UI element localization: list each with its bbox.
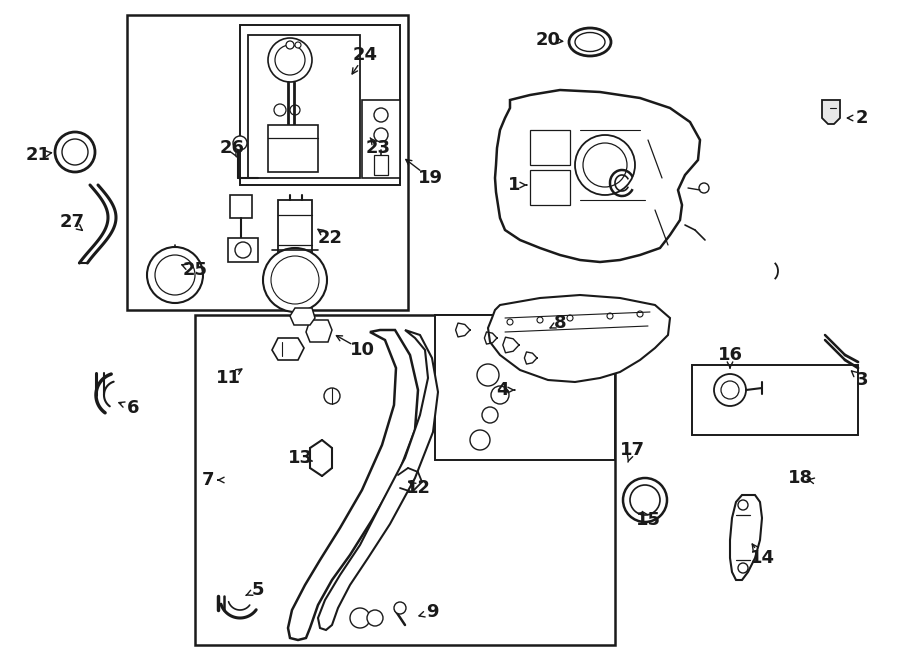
Circle shape (263, 248, 327, 312)
Polygon shape (272, 338, 304, 360)
Text: 1: 1 (508, 176, 520, 194)
Text: 6: 6 (127, 399, 140, 417)
Text: 16: 16 (717, 346, 742, 364)
Text: 11: 11 (215, 369, 240, 387)
Polygon shape (495, 90, 700, 262)
Bar (374, 155, 388, 175)
Text: 15: 15 (635, 511, 661, 529)
Text: 8: 8 (554, 314, 566, 332)
Text: 25: 25 (183, 261, 208, 279)
Bar (435, 315, 615, 460)
Text: 27: 27 (59, 213, 85, 231)
Circle shape (477, 364, 499, 386)
Circle shape (394, 602, 406, 614)
Bar (530, 130, 570, 165)
Bar (240, 25, 400, 185)
Circle shape (295, 42, 301, 48)
Text: 5: 5 (252, 581, 265, 599)
Circle shape (575, 135, 635, 195)
Circle shape (491, 386, 509, 404)
Circle shape (714, 374, 746, 406)
Bar (248, 35, 360, 178)
Circle shape (482, 407, 498, 423)
Circle shape (470, 430, 490, 450)
Bar (530, 170, 570, 205)
Circle shape (147, 247, 203, 303)
Polygon shape (306, 320, 332, 342)
Bar (278, 200, 312, 255)
Text: 9: 9 (426, 603, 438, 621)
Text: 13: 13 (287, 449, 312, 467)
Polygon shape (822, 100, 840, 124)
Bar (228, 238, 258, 262)
Text: 22: 22 (318, 229, 343, 247)
Circle shape (235, 242, 251, 258)
Text: 10: 10 (349, 341, 374, 359)
Text: 2: 2 (856, 109, 868, 127)
Polygon shape (488, 295, 670, 382)
Circle shape (233, 136, 247, 150)
Text: 19: 19 (418, 169, 443, 187)
Circle shape (324, 388, 340, 404)
Bar (268, 125, 318, 172)
Text: 14: 14 (750, 549, 775, 567)
Text: 21: 21 (25, 146, 50, 164)
Bar (195, 315, 615, 645)
Bar (692, 365, 858, 435)
Polygon shape (318, 330, 438, 630)
Polygon shape (288, 330, 418, 640)
Polygon shape (290, 308, 315, 325)
Circle shape (367, 610, 383, 626)
Text: 4: 4 (496, 381, 508, 399)
Bar (362, 100, 400, 178)
Text: 23: 23 (365, 139, 391, 157)
Text: 26: 26 (220, 139, 245, 157)
Bar (127, 15, 408, 310)
Text: 7: 7 (202, 471, 214, 489)
Bar (230, 195, 252, 218)
Text: 12: 12 (406, 479, 430, 497)
Circle shape (268, 38, 312, 82)
Circle shape (623, 478, 667, 522)
Polygon shape (730, 495, 762, 580)
Circle shape (350, 608, 370, 628)
Text: 20: 20 (536, 31, 561, 49)
Circle shape (286, 41, 294, 49)
Text: 24: 24 (353, 46, 377, 64)
Text: 17: 17 (619, 441, 644, 459)
Text: 3: 3 (856, 371, 868, 389)
Text: 18: 18 (788, 469, 813, 487)
